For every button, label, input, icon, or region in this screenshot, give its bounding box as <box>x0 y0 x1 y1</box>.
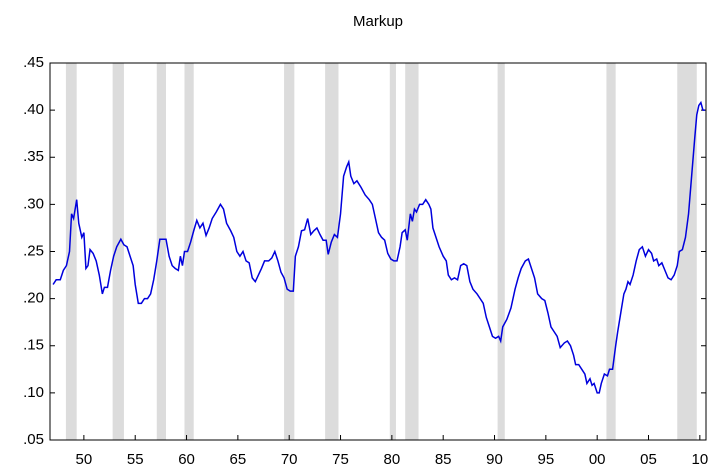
x-tick-label: 85 <box>435 451 452 468</box>
chart-title: Markup <box>353 13 403 30</box>
x-tick-label: 10 <box>691 451 708 468</box>
y-tick-label: .45 <box>23 54 44 71</box>
x-tick-label: 50 <box>76 451 93 468</box>
y-tick-label: .35 <box>23 148 44 165</box>
x-tick-label: 90 <box>486 451 503 468</box>
y-tick-label: .10 <box>23 384 44 401</box>
x-tick-label: 60 <box>178 451 195 468</box>
x-tick-label: 65 <box>230 451 247 468</box>
recession-band <box>112 63 124 440</box>
x-tick-label: 95 <box>538 451 555 468</box>
recession-band <box>497 63 505 440</box>
x-tick-label: 00 <box>589 451 606 468</box>
x-tick-label: 05 <box>640 451 657 468</box>
recession-band <box>405 63 419 440</box>
recession-band <box>325 63 339 440</box>
recession-band <box>156 63 167 440</box>
data-line <box>52 100 705 394</box>
y-tick-label: .30 <box>23 195 44 212</box>
x-tick-label: 55 <box>127 451 144 468</box>
plot-frame <box>49 62 707 441</box>
recession-band <box>606 63 616 440</box>
x-tick-label: 75 <box>332 451 349 468</box>
recession-band <box>184 63 194 440</box>
y-tick-label: .25 <box>23 242 44 259</box>
recession-band <box>284 63 295 440</box>
recession-band <box>65 63 77 440</box>
recession-band <box>389 63 396 440</box>
y-tick-label: .40 <box>23 101 44 118</box>
recession-band <box>677 63 697 440</box>
y-tick-label: .20 <box>23 290 44 307</box>
y-tick-label: .05 <box>23 431 44 448</box>
x-tick-label: 80 <box>384 451 401 468</box>
x-tick-label: 70 <box>281 451 298 468</box>
y-tick-label: .15 <box>23 337 44 354</box>
